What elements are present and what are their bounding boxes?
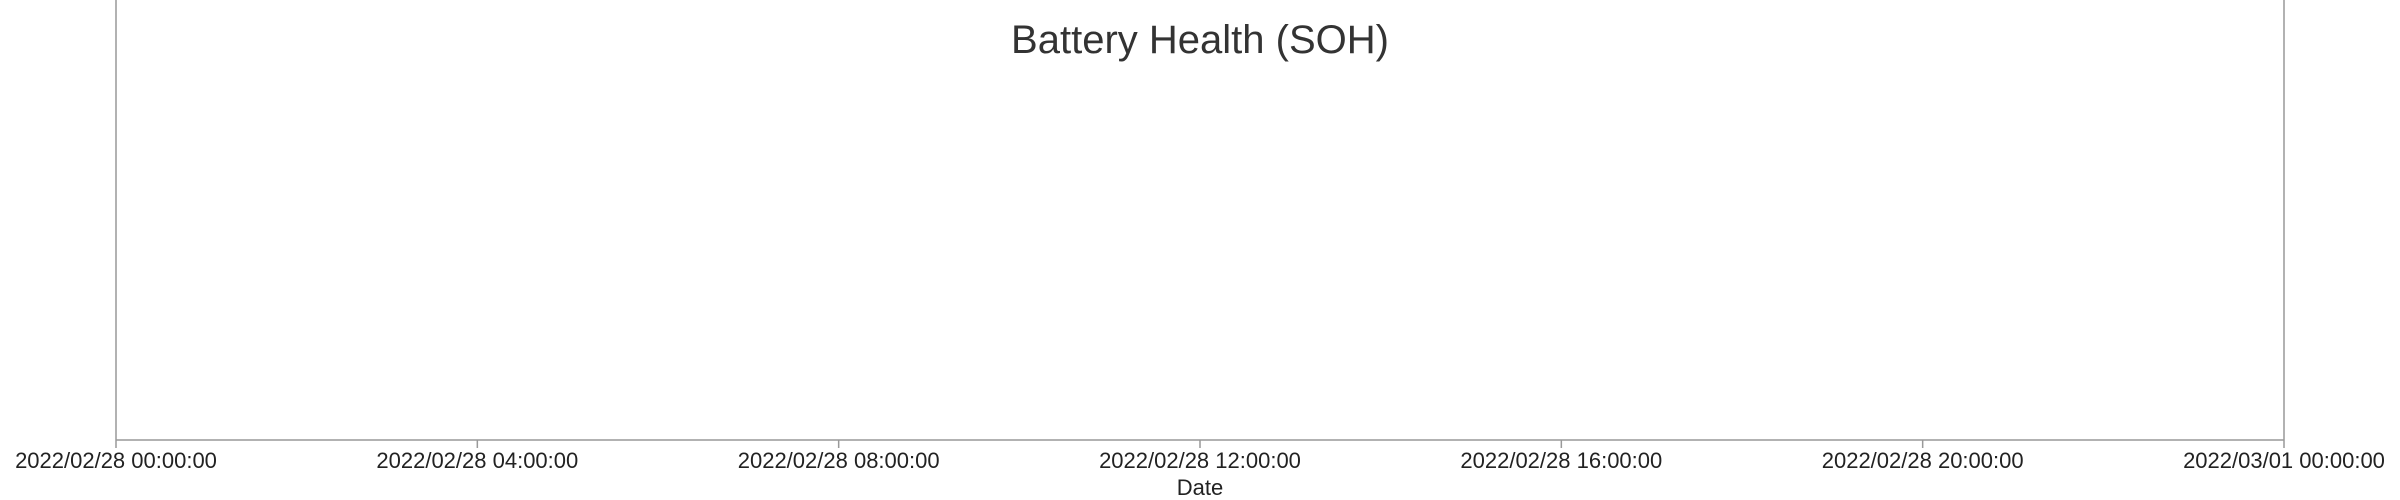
x-axis-label: Date (1177, 475, 1223, 500)
x-tick-label: 2022/02/28 12:00:00 (1099, 448, 1301, 473)
x-tick-label: 2022/02/28 00:00:00 (15, 448, 217, 473)
x-tick-label: 2022/02/28 08:00:00 (738, 448, 940, 473)
x-tick-label: 2022/02/28 04:00:00 (376, 448, 578, 473)
x-tick-label: 2022/02/28 16:00:00 (1460, 448, 1662, 473)
x-axis-ticks: 2022/02/28 00:00:00 2022/02/28 04:00:00 20… (15, 440, 2385, 473)
chart-title: Battery Health (SOH) (1011, 18, 1389, 62)
x-tick-label: 2022/02/28 20:00:00 (1822, 448, 2024, 473)
x-tick-label: 2022/03/01 00:00:00 (2183, 448, 2385, 473)
